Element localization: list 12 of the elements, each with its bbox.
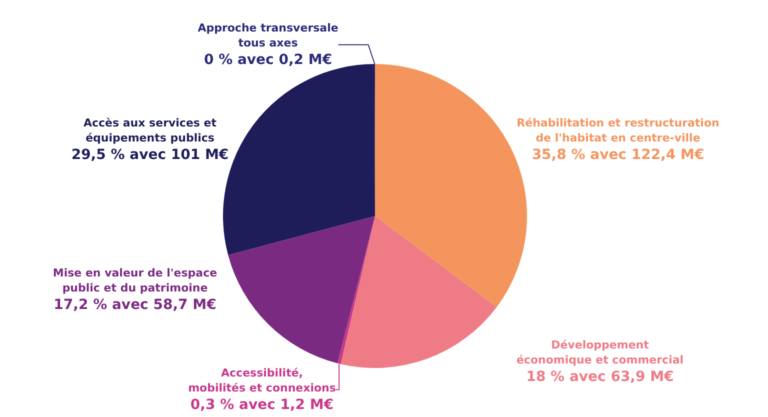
data-label: 0,3 % avec 1,2 M€: [190, 397, 334, 413]
data-label: 17,2 % avec 58,7 M€: [54, 297, 216, 313]
slice-label: Accessibilité, mobilités et connexions: [188, 366, 336, 394]
data-label: 35,8 % avec 122,4 M€: [532, 147, 704, 163]
slice-label: Développement économique et commercial: [516, 338, 684, 366]
slice-label: Accès aux services et équipements publics: [83, 116, 217, 144]
slice-label: Mise en valeur de l'espace public et du patrimoine: [52, 266, 218, 294]
data-label: 0 % avec 0,2 M€: [204, 52, 332, 68]
data-label: 29,5 % avec 101 M€: [71, 147, 229, 163]
slice-label: Approche transversale tous axes: [198, 22, 338, 50]
data-label: 18 % avec 63,9 M€: [526, 369, 674, 385]
slice-label: Réhabilitation et restructuration de l'habitat en centre-ville: [516, 116, 720, 144]
